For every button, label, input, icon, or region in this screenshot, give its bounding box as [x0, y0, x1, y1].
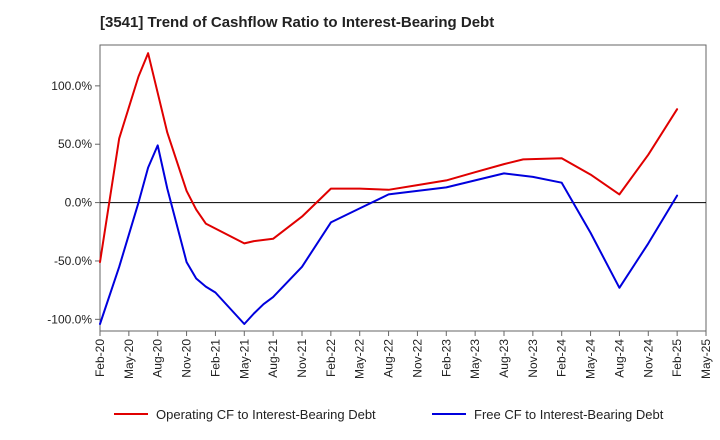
x-tick-label: May-22 — [353, 339, 367, 379]
x-tick-label: May-20 — [122, 339, 136, 379]
y-tick-label: 50.0% — [58, 137, 92, 151]
x-tick-label: Feb-25 — [670, 339, 684, 377]
y-tick-label: -100.0% — [47, 312, 92, 326]
y-tick-label: 0.0% — [65, 196, 93, 210]
x-tick-label: Aug-24 — [612, 339, 626, 378]
x-tick-label: Nov-24 — [641, 339, 655, 378]
x-tick-label: May-23 — [468, 339, 482, 379]
chart-title: [3541] Trend of Cashflow Ratio to Intere… — [100, 14, 495, 31]
y-tick-label: -50.0% — [54, 254, 92, 268]
x-tick-label: Aug-20 — [151, 339, 165, 378]
y-tick-label: 100.0% — [51, 79, 92, 93]
x-tick-label: Nov-23 — [526, 339, 540, 378]
legend: Operating CF to Interest-Bearing Debt Fre… — [114, 407, 664, 422]
legend-label-2: Free CF to Interest-Bearing Debt — [474, 407, 664, 422]
x-tick-label: Feb-24 — [555, 339, 569, 377]
x-tick-label: Feb-20 — [93, 339, 107, 377]
series-line-1 — [99, 52, 679, 264]
x-tick-label: May-24 — [584, 339, 598, 379]
x-tick-label: Feb-23 — [439, 339, 453, 377]
x-tick-label: Feb-21 — [208, 339, 222, 377]
x-tick-label: Nov-20 — [180, 339, 194, 378]
x-tick-label: May-21 — [237, 339, 251, 379]
plot-area — [99, 44, 707, 332]
x-tick-label: Aug-23 — [497, 339, 511, 378]
x-axis: Feb-20 May-20 Aug-20 Nov-20 Feb-21 May-21 Aug-… — [93, 331, 713, 379]
x-tick-label: Nov-22 — [410, 339, 424, 378]
series-line-2 — [99, 144, 679, 325]
x-tick-label: Aug-21 — [266, 339, 280, 378]
plot-border — [99, 44, 707, 332]
x-tick-label: Aug-22 — [382, 339, 396, 378]
series-layer — [99, 52, 679, 325]
x-tick-label: May-25 — [699, 339, 713, 379]
y-axis: 100.0% 50.0% 0.0% -50.0% -100.0% — [47, 79, 100, 326]
x-tick-label: Nov-21 — [295, 339, 309, 378]
x-tick-label: Feb-22 — [324, 339, 338, 377]
legend-label-1: Operating CF to Interest-Bearing Debt — [156, 407, 376, 422]
